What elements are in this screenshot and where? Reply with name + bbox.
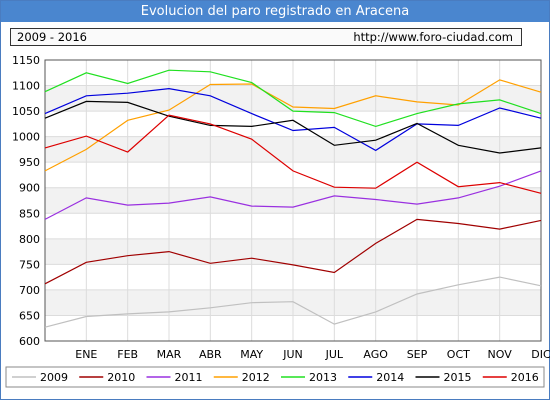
chart-title: Evolucion del paro registrado en Aracena xyxy=(1,1,549,22)
x-tick-label: DIC xyxy=(531,348,550,361)
x-tick-label: OCT xyxy=(447,348,470,361)
x-tick-label: JUN xyxy=(282,348,303,361)
x-tick-label: ABR xyxy=(199,348,222,361)
y-tick-label: 750 xyxy=(19,258,40,271)
legend-label-2011: 2011 xyxy=(175,371,203,384)
series-line-2015 xyxy=(44,100,542,154)
legend-label-2010: 2010 xyxy=(107,371,135,384)
y-tick-label: 700 xyxy=(19,284,40,297)
source-url: http://www.foro-ciudad.com xyxy=(353,30,513,44)
legend-label-2013: 2013 xyxy=(309,371,337,384)
series-line-2016 xyxy=(44,114,542,194)
legend-label-2009: 2009 xyxy=(40,371,68,384)
x-tick-label: SEP xyxy=(407,348,428,361)
series-line-2014 xyxy=(44,87,542,152)
legend-label-2014: 2014 xyxy=(376,371,404,384)
x-tick-label: JUL xyxy=(325,348,344,361)
y-tick-label: 650 xyxy=(19,309,40,322)
period-label: 2009 - 2016 xyxy=(17,30,87,44)
y-tick-label: 600 xyxy=(19,335,40,348)
y-tick-label: 1050 xyxy=(12,105,40,118)
legend-box xyxy=(5,366,545,388)
x-tick-label: NOV xyxy=(488,348,513,361)
y-tick-label: 900 xyxy=(19,182,40,195)
x-tick-label: ENE xyxy=(75,348,97,361)
series-line-2013 xyxy=(44,69,542,128)
x-tick-label: FEB xyxy=(117,348,138,361)
series-line-2012 xyxy=(44,79,542,172)
plot-border xyxy=(44,59,542,342)
y-tick-label: 1100 xyxy=(12,80,40,93)
y-tick-label: 1150 xyxy=(12,54,40,67)
y-tick-label: 950 xyxy=(19,156,40,169)
legend-label-2012: 2012 xyxy=(242,371,270,384)
x-tick-label: AGO xyxy=(363,348,388,361)
x-tick-label: MAY xyxy=(240,348,263,361)
series-line-2010 xyxy=(44,218,542,285)
x-tick-label: MAR xyxy=(157,348,182,361)
y-tick-label: 850 xyxy=(19,207,40,220)
series-line-2009 xyxy=(44,276,542,328)
y-tick-label: 800 xyxy=(19,233,40,246)
legend-label-2016: 2016 xyxy=(511,371,539,384)
series-line-2011 xyxy=(44,170,542,220)
legend-label-2015: 2015 xyxy=(444,371,472,384)
y-tick-label: 1000 xyxy=(12,131,40,144)
info-bar: 2009 - 2016 http://www.foro-ciudad.com xyxy=(10,28,522,46)
